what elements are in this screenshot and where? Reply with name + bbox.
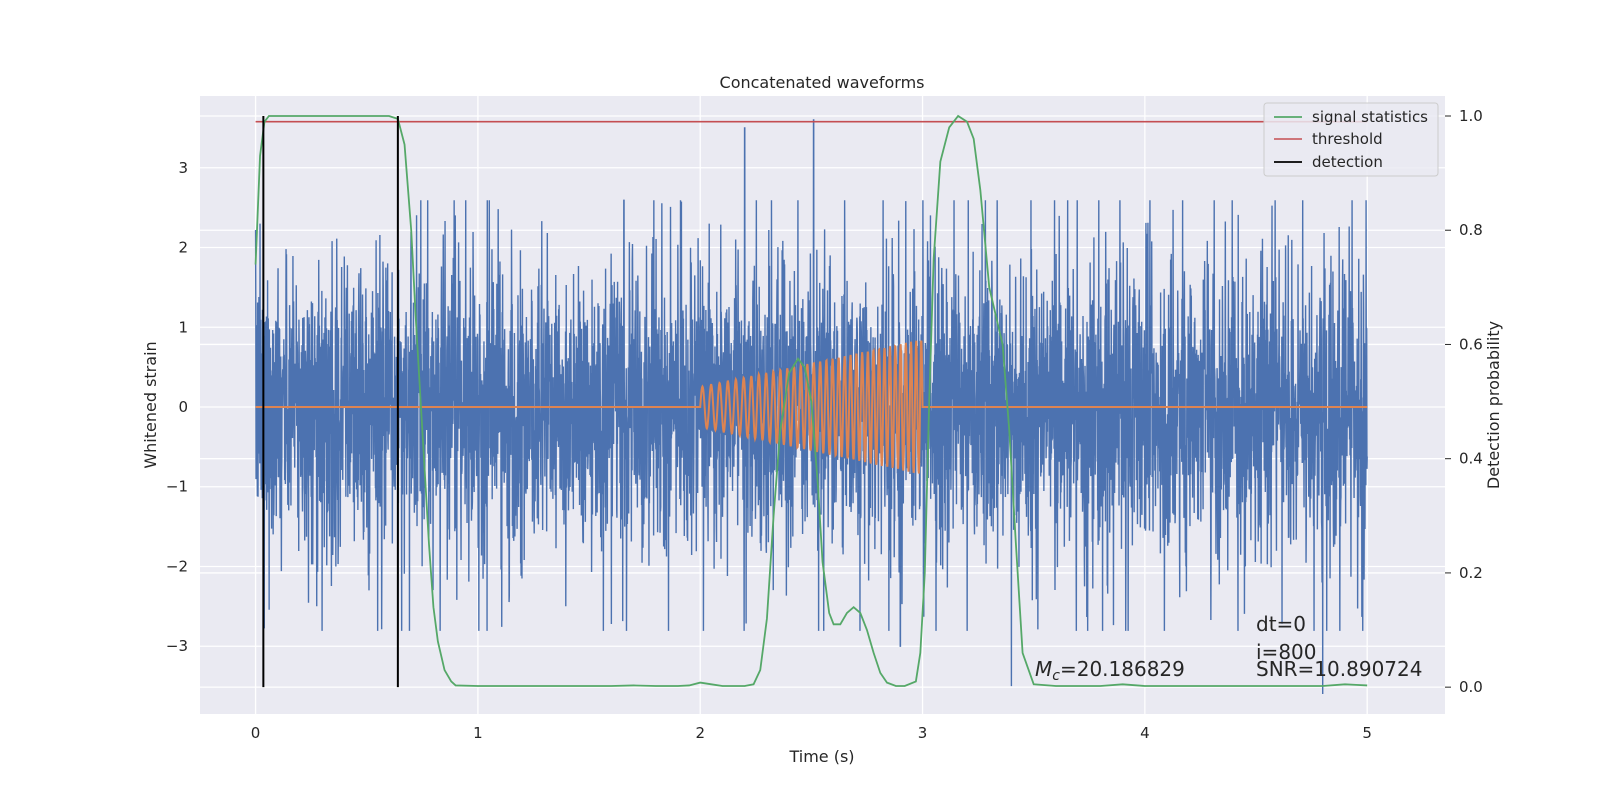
annotation-i: i=800 xyxy=(1256,640,1317,664)
annotation-chirp-mass-value: =20.186829 xyxy=(1060,657,1185,681)
y-right-tick-label: 0.4 xyxy=(1459,450,1483,468)
y-right-tick-labels: 0.0 0.2 0.4 0.6 0.8 1.0 xyxy=(1445,107,1483,696)
legend-entry-detection: detection xyxy=(1312,153,1383,171)
x-tick-label: 3 xyxy=(918,724,928,742)
y-tick-label: −2 xyxy=(166,557,188,575)
series-chirp xyxy=(255,340,1368,474)
y-tick-label: 3 xyxy=(178,159,188,177)
x-tick-label: 2 xyxy=(695,724,705,742)
y-tick-label: −1 xyxy=(166,478,188,496)
y-tick-label: 1 xyxy=(178,318,188,336)
annotations: dt=0 i=800 SNR=10.890724 Mc=20.186829 xyxy=(1035,612,1422,684)
series-layer xyxy=(254,114,1368,695)
y-tick-label: 2 xyxy=(178,239,188,257)
annotation-chirp-mass: Mc=20.186829 xyxy=(1035,657,1185,684)
y-right-tick-label: 0.0 xyxy=(1459,678,1483,696)
chart-title: Concatenated waveforms xyxy=(720,73,925,92)
y-right-tick-label: 0.2 xyxy=(1459,564,1483,582)
y-tick-label: −3 xyxy=(166,637,188,655)
y-right-tick-label: 1.0 xyxy=(1459,107,1483,125)
annotation-snr: SNR=10.890724 xyxy=(1256,657,1422,681)
x-tick-label: 4 xyxy=(1140,724,1150,742)
legend-entry-threshold: threshold xyxy=(1312,130,1383,148)
legend-box xyxy=(1263,102,1439,177)
series-detection xyxy=(262,115,399,688)
annotation-chirp-mass-symbol: M xyxy=(1035,657,1052,681)
y-right-axis-label: Detection probability xyxy=(1484,321,1503,489)
y-right-grid xyxy=(200,115,1445,688)
annotation-chirp-mass-subscript: c xyxy=(1052,668,1060,684)
x-tick-label: 0 xyxy=(251,724,261,742)
y-tick-label: 0 xyxy=(178,398,188,416)
annotation-dt: dt=0 xyxy=(1256,612,1306,636)
legend: signal statistics threshold detection xyxy=(1263,102,1439,177)
series-signal-statistics xyxy=(254,114,1368,687)
legend-entry-signal-statistics: signal statistics xyxy=(1312,108,1428,126)
x-axis-label: Time (s) xyxy=(788,747,854,766)
y-axis-label: Whitened strain xyxy=(141,341,160,468)
y-tick-labels: −3 −2 −1 0 1 2 3 xyxy=(166,159,188,655)
x-tick-label: 5 xyxy=(1362,724,1372,742)
x-tick-labels: 0 1 2 3 4 5 xyxy=(251,724,1372,742)
y-right-tick-label: 0.8 xyxy=(1459,221,1483,239)
y-right-tick-label: 0.6 xyxy=(1459,335,1483,353)
x-tick-label: 1 xyxy=(473,724,483,742)
